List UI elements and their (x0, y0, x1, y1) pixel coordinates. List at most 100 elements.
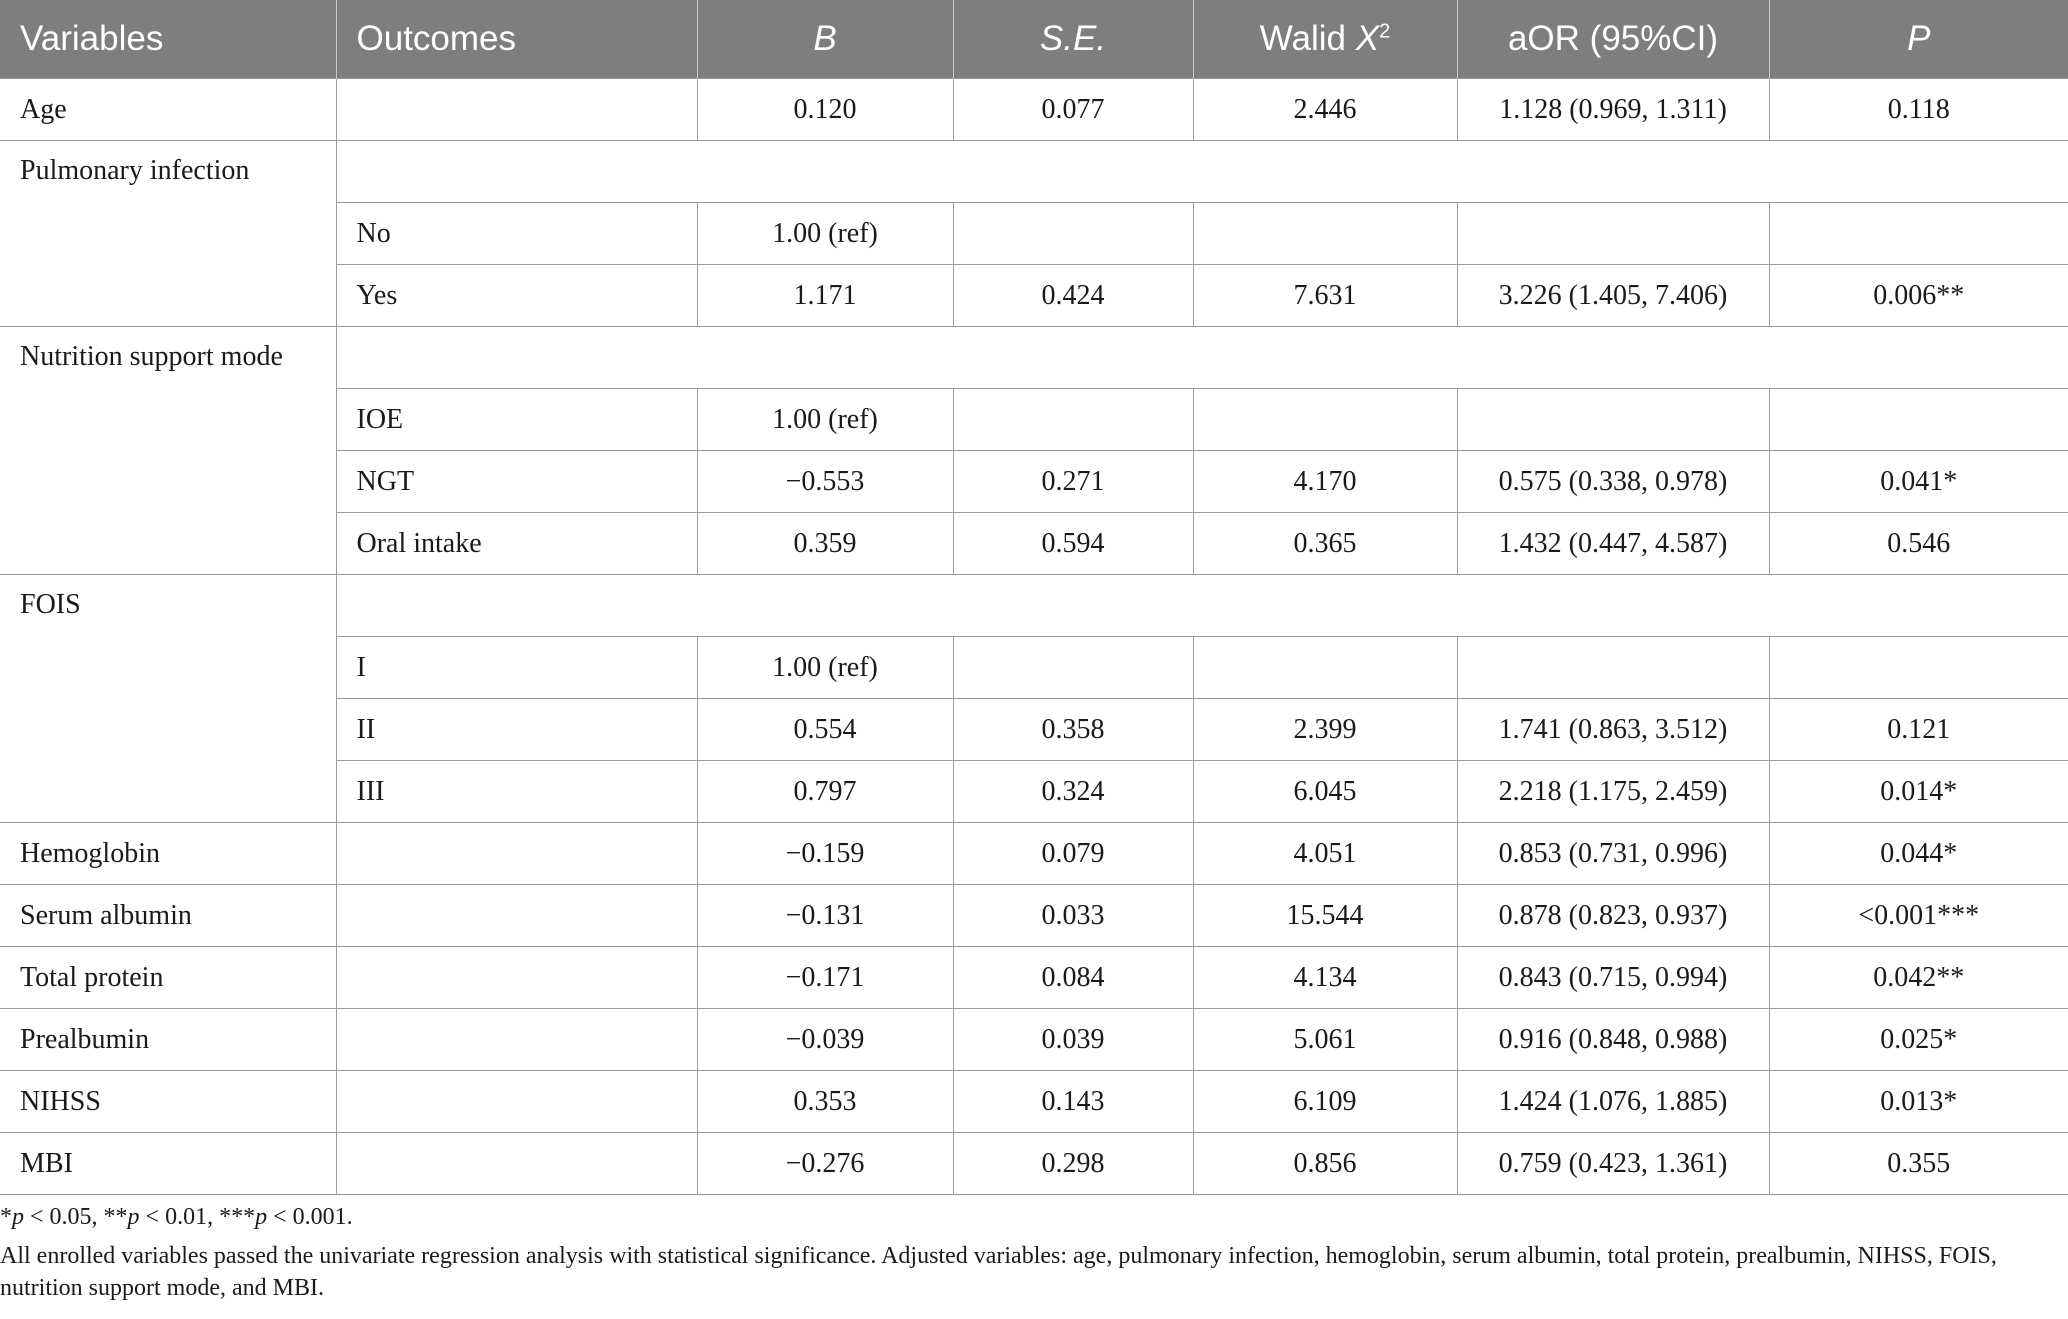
header-b: B (696, 0, 953, 79)
outcome-cell (335, 1132, 698, 1195)
table-row-fois: FOIS (0, 574, 2068, 823)
b-cell: −0.131 (696, 884, 954, 947)
b-cell: 1.171 (696, 264, 954, 327)
se-cell (952, 636, 1194, 699)
p-cell: 0.006** (1768, 264, 2068, 327)
variable-cell: Hemoglobin (0, 822, 337, 885)
wald-cell: 0.856 (1192, 1132, 1458, 1195)
wald-cell: 0.365 (1192, 512, 1458, 575)
se-cell: 0.424 (952, 264, 1194, 327)
table-row-hemoglobin: Hemoglobin −0.159 0.079 4.051 0.853 (0.7… (0, 822, 2068, 885)
header-row: Variables Outcomes B S.E. Walid X2 aOR (… (0, 0, 2068, 79)
group-spacer-cell (335, 140, 2068, 203)
outcome-cell (335, 1008, 698, 1071)
header-wald-prefix: Walid (1259, 19, 1356, 58)
variable-cell: Total protein (0, 946, 337, 1009)
se-cell: 0.594 (952, 512, 1194, 575)
adjusted-variables-note: All enrolled variables passed the univar… (0, 1243, 1997, 1301)
aor-cell: 0.759 (0.423, 1.361) (1456, 1132, 1770, 1195)
b-cell: 0.120 (696, 78, 954, 141)
p-cell: 0.118 (1768, 78, 2068, 141)
se-cell: 0.324 (952, 760, 1194, 823)
p-cell: 0.025* (1768, 1008, 2068, 1071)
outcome-cell: Oral intake (336, 512, 698, 575)
sig-var: p (12, 1204, 24, 1230)
b-cell: −0.171 (696, 946, 954, 1009)
sig-mark: * (0, 1204, 12, 1230)
b-cell: 0.353 (696, 1070, 954, 1133)
aor-cell (1456, 202, 1770, 265)
outcome-cell (335, 822, 698, 885)
aor-cell: 2.218 (1.175, 2.459) (1456, 760, 1770, 823)
p-cell (1768, 388, 2068, 451)
table-row-nutrition-support-mode: Nutrition support mode (0, 326, 2068, 575)
header-wald-sup: 2 (1379, 20, 1391, 43)
variable-cell: NIHSS (0, 1070, 337, 1133)
header-outcomes: Outcomes (335, 0, 697, 79)
variable-cell: FOIS (0, 574, 337, 823)
p-cell: 0.042** (1768, 946, 2068, 1009)
p-cell: 0.121 (1768, 698, 2068, 761)
table-row-prealbumin: Prealbumin −0.039 0.039 5.061 0.916 (0.8… (0, 1008, 2068, 1071)
table-row-pulmonary-infection: Pulmonary infection (0, 140, 2068, 327)
wald-cell (1192, 388, 1458, 451)
wald-cell: 6.109 (1192, 1070, 1458, 1133)
outcome-cell: I (336, 636, 698, 699)
header-se: S.E. (952, 0, 1193, 79)
sig-var: p (255, 1204, 268, 1230)
b-cell: −0.039 (696, 1008, 954, 1071)
significance-footnote: *p < 0.05, **p < 0.01, ***p < 0.001. (0, 1201, 353, 1233)
wald-cell: 7.631 (1192, 264, 1458, 327)
p-cell: 0.355 (1768, 1132, 2068, 1195)
table-row-nihss: NIHSS 0.353 0.143 6.109 1.424 (1.076, 1.… (0, 1070, 2068, 1133)
wald-cell: 5.061 (1192, 1008, 1458, 1071)
b-cell: 1.00 (ref) (696, 388, 954, 451)
se-cell: 0.079 (952, 822, 1194, 885)
b-cell: 0.359 (696, 512, 954, 575)
p-cell (1768, 636, 2068, 699)
aor-cell: 3.226 (1.405, 7.406) (1456, 264, 1770, 327)
aor-cell (1456, 388, 1770, 451)
p-cell: 0.546 (1768, 512, 2068, 575)
aor-cell: 1.741 (0.863, 3.512) (1456, 698, 1770, 761)
table-row-nutrition-ngt: NGT −0.553 0.271 4.170 0.575 (0.338, 0.9… (0, 450, 2068, 513)
table-row-age: Age 0.120 0.077 2.446 1.128 (0.969, 1.31… (0, 78, 2068, 141)
b-cell: −0.553 (696, 450, 954, 513)
group-spacer-cell (335, 574, 2068, 637)
aor-cell: 0.916 (0.848, 0.988) (1456, 1008, 1770, 1071)
se-cell: 0.298 (952, 1132, 1194, 1195)
variable-cell: Serum albumin (0, 884, 337, 947)
sig-var: p (127, 1204, 140, 1230)
se-cell: 0.077 (952, 78, 1194, 141)
header-aor: aOR (95%CI) (1456, 0, 1769, 79)
header-wald-x: X (1355, 19, 1380, 58)
outcome-cell (335, 1070, 698, 1133)
wald-cell: 2.399 (1192, 698, 1458, 761)
table-row-pulmonary-yes: Yes 1.171 0.424 7.631 3.226 (1.405, 7.40… (0, 264, 2068, 327)
table-row-fois-ii: II 0.554 0.358 2.399 1.741 (0.863, 3.512… (0, 698, 2068, 761)
wald-cell: 4.170 (1192, 450, 1458, 513)
sig-mark: ** (103, 1204, 128, 1230)
se-cell (952, 202, 1194, 265)
table-row-fois-iii: III 0.797 0.324 6.045 2.218 (1.175, 2.45… (0, 760, 2068, 823)
aor-cell: 0.575 (0.338, 0.978) (1456, 450, 1770, 513)
wald-cell (1192, 636, 1458, 699)
aor-cell: 1.424 (1.076, 1.885) (1456, 1070, 1770, 1133)
se-cell: 0.039 (952, 1008, 1194, 1071)
p-cell: <0.001*** (1768, 884, 2068, 947)
aor-cell: 1.128 (0.969, 1.311) (1456, 78, 1770, 141)
variable-cell: Age (0, 78, 337, 141)
table-row-total-protein: Total protein −0.171 0.084 4.134 0.843 (… (0, 946, 2068, 1009)
b-cell: −0.159 (696, 822, 954, 885)
p-cell: 0.013* (1768, 1070, 2068, 1133)
se-cell (952, 388, 1194, 451)
sig-text: < 0.001. (267, 1204, 353, 1230)
se-cell: 0.271 (952, 450, 1194, 513)
header-p: P (1768, 0, 2068, 79)
wald-cell: 4.051 (1192, 822, 1458, 885)
regression-table: Variables Outcomes B S.E. Walid X2 aOR (… (0, 0, 2068, 1195)
wald-cell: 15.544 (1192, 884, 1458, 947)
se-cell: 0.358 (952, 698, 1194, 761)
sig-text: < 0.05, (24, 1204, 104, 1230)
aor-cell: 0.878 (0.823, 0.937) (1456, 884, 1770, 947)
